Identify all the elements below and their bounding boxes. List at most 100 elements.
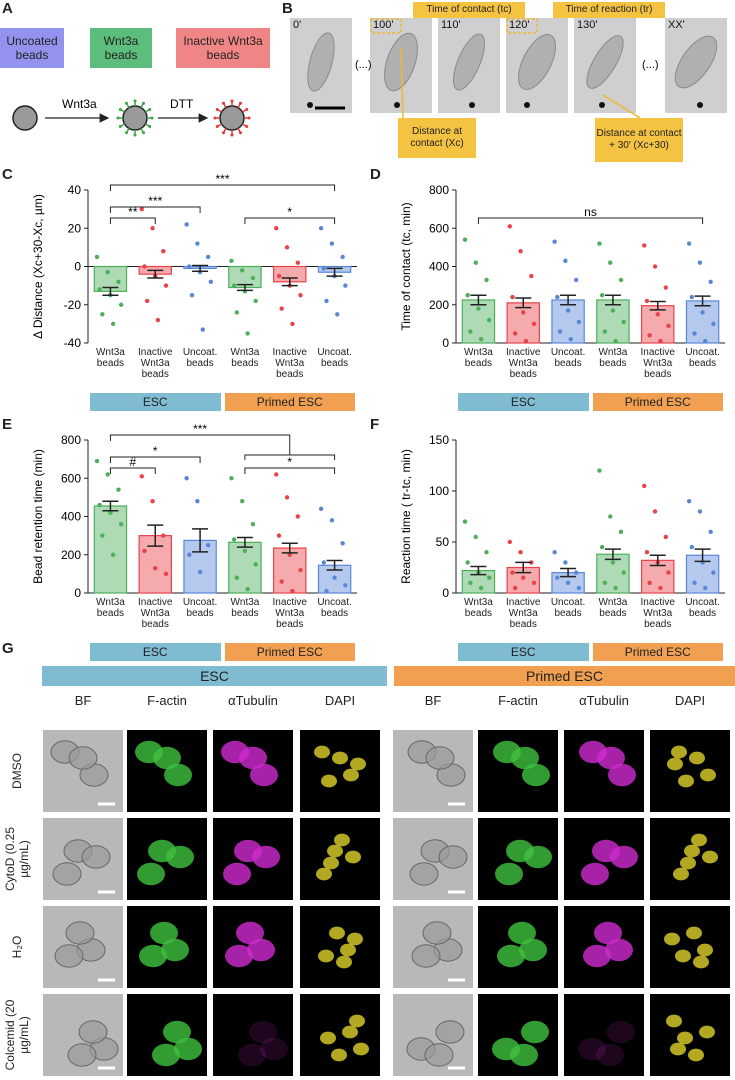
- data-point: [686, 241, 692, 246]
- data-point: [245, 586, 250, 592]
- cell: [497, 944, 525, 968]
- micrograph: [43, 994, 123, 1076]
- cell: [522, 763, 550, 787]
- cell: [345, 850, 361, 864]
- micrograph: [564, 818, 644, 900]
- row-label: DMSO: [10, 753, 24, 789]
- data-point: [287, 552, 292, 557]
- row-label: Colcemid (20 µg/mL): [3, 999, 31, 1071]
- x-tick-label: Wnt3a beads: [95, 597, 125, 619]
- data-point: [655, 312, 660, 317]
- data-point: [142, 264, 147, 269]
- group-header: ESC: [42, 666, 387, 686]
- data-point: [666, 323, 671, 328]
- y-axis-label: Time of contact (tc, min): [399, 202, 413, 330]
- data-point: [139, 206, 144, 212]
- x-tick-label: Inactive Wnt3a beads: [640, 347, 675, 380]
- data-point: [284, 495, 290, 500]
- cell: [153, 746, 181, 770]
- cell: [677, 1031, 693, 1045]
- frame-label: 0': [293, 19, 301, 31]
- data-point: [644, 550, 650, 555]
- significance: ***: [148, 194, 162, 208]
- cell: [321, 774, 337, 788]
- group-label: ESC: [90, 393, 221, 411]
- micrograph: [127, 730, 207, 812]
- ligand: [133, 99, 137, 103]
- group-label: ESC: [90, 643, 221, 661]
- cell: [406, 1037, 436, 1061]
- column-label: F-actin: [498, 693, 538, 708]
- data-point: [242, 548, 248, 554]
- cell: [581, 862, 609, 886]
- ligand: [215, 108, 219, 111]
- cell: [425, 746, 455, 770]
- cell: [586, 35, 624, 89]
- data-point: [642, 483, 647, 489]
- cell: [422, 921, 452, 945]
- cell: [697, 943, 713, 957]
- data-point: [652, 509, 658, 514]
- x-tick-label: Inactive Wnt3a beads: [506, 597, 541, 630]
- callout: Distance at contact + 30' (Xc+30): [595, 118, 683, 162]
- bracket: [244, 217, 336, 224]
- data-point: [521, 310, 526, 315]
- data-point: [613, 338, 618, 344]
- y-tick-label: 40: [68, 183, 82, 197]
- micrograph: [127, 906, 207, 988]
- callout: Distance at contact (Xc): [398, 118, 476, 158]
- data-point: [529, 273, 534, 279]
- cell: [438, 845, 468, 869]
- data-point: [618, 277, 624, 283]
- cell: [605, 938, 633, 962]
- bead-type-box: Wnt3a beads: [90, 28, 152, 68]
- micrograph: [650, 730, 730, 812]
- y-tick-label: 0: [74, 260, 81, 274]
- ligand: [116, 116, 120, 120]
- significance: #: [129, 455, 136, 469]
- data-point: [484, 550, 489, 555]
- data-point: [478, 336, 484, 342]
- micrograph: [127, 818, 207, 900]
- micrograph: [478, 906, 558, 988]
- data-point: [708, 279, 713, 284]
- chart: -40 -20 0 20 40 Δ Distance (Xc+30-Xc, µm) ** **…: [0, 168, 367, 416]
- ellipsis: (...): [355, 59, 372, 71]
- cell: [688, 1048, 704, 1062]
- data-point: [318, 226, 324, 231]
- y-tick-label: 800: [61, 433, 81, 447]
- significance: *: [287, 205, 292, 219]
- data-point: [523, 338, 529, 344]
- cell: [318, 949, 334, 963]
- x-tick-label: Wnt3a beads: [230, 347, 260, 369]
- data-point: [163, 571, 169, 577]
- ligand: [245, 125, 249, 128]
- data-point: [200, 327, 205, 332]
- data-point: [703, 338, 708, 344]
- cell: [433, 938, 463, 962]
- data-point: [105, 270, 110, 275]
- data-point: [197, 569, 203, 575]
- data-point: [229, 476, 234, 481]
- micrograph: [478, 818, 558, 900]
- data-point: [552, 239, 557, 244]
- bracket: [477, 217, 704, 224]
- bracket: [109, 434, 291, 455]
- data-point: [563, 258, 568, 263]
- data-point: [521, 575, 526, 580]
- data-point: [184, 222, 189, 227]
- data-point: [478, 585, 484, 591]
- data-point: [161, 249, 166, 254]
- data-point: [507, 539, 512, 545]
- data-point: [94, 458, 100, 464]
- cell: [610, 845, 638, 869]
- panel-label: B: [282, 0, 293, 17]
- data-point: [329, 518, 335, 523]
- data-point: [462, 237, 468, 242]
- data-point: [163, 283, 169, 288]
- cell: [252, 845, 280, 869]
- cell: [331, 1048, 347, 1062]
- data-point: [155, 317, 161, 323]
- data-point: [97, 502, 102, 508]
- cell: [506, 839, 534, 863]
